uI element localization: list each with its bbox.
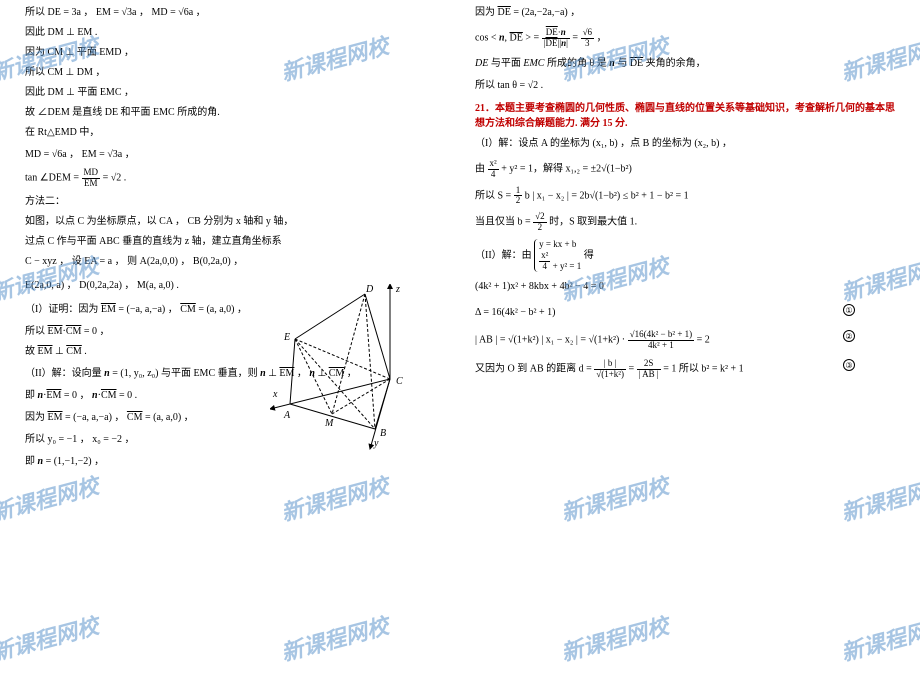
denominator: | AB | — [637, 370, 661, 380]
text-line: 所以 tan θ = √2 . — [475, 77, 895, 95]
eq-prefix: 当且仅当 b = — [475, 217, 533, 228]
eq-mid: = — [572, 33, 580, 44]
point-m-label: M — [324, 418, 334, 429]
equation-line: 当且仅当 b = √2 2 时，S 取到最大值 1. — [475, 212, 895, 233]
text-line: 故 ∠DEM 是直线 DE 和平面 EMC 所成的角. — [25, 104, 445, 122]
fraction: x² 4 — [539, 251, 550, 272]
text-line: 因此 DM ⊥ EM . — [25, 24, 445, 42]
fraction: | b | √(1+k²) — [594, 359, 626, 380]
text-line: MD = √6a ， EM = √3a ， — [25, 146, 445, 164]
fraction: x² 4 — [488, 159, 499, 180]
denominator: 2 — [514, 196, 523, 206]
equation-tag: ① — [843, 304, 855, 316]
text-line: （I）解：设点 A 的坐标为 (x₁, b) ，点 B 的坐标为 (x₂, b)… — [475, 135, 895, 153]
denominator: 4k² + 1 — [628, 341, 694, 351]
eq-suffix: 得 — [584, 250, 594, 261]
text-line: 所以 DE = 3a ， EM = √3a ， MD = √6a ， — [25, 4, 445, 22]
equation-line: cos < n, DE > = DE·n |DE||n| = √6 3 ， — [475, 28, 895, 49]
denominator: |DE||n| — [542, 39, 570, 49]
denominator: 2 — [533, 223, 546, 233]
eq-prefix: 所以 S = — [475, 190, 514, 201]
eq-suffix: = √2 . — [103, 173, 127, 184]
sys-eq-2-post: + y² = 1 — [550, 261, 581, 271]
equation-line: Δ = 16(4k² − b² + 1) ① — [475, 304, 895, 322]
eq-prefix: （II）解：由 — [475, 250, 534, 261]
eq-suffix: ， — [597, 33, 607, 44]
text-line: (4k² + 1)x² + 8kbx + 4b² − 4 = 0 — [475, 278, 895, 296]
denominator: 4 — [488, 170, 499, 180]
axis-z-label: z — [395, 284, 400, 295]
denominator: 3 — [581, 39, 594, 49]
fraction: MD EM — [82, 168, 101, 189]
axis-y-label: y — [373, 438, 379, 449]
right-column: 因为 DE = (2a,−2a,−a) ， cos < n, DE > = DE… — [460, 4, 910, 646]
text-line: 在 Rt△EMD 中， — [25, 124, 445, 142]
eq-prefix: | AB | = √(1+k²) | x₁ − x₂ | = √(1+k²) · — [475, 335, 628, 346]
denominator: √(1+k²) — [594, 370, 626, 380]
text-line: DE 与平面 EMC 所成的角 θ 是 n 与 DE 夹角的余角， — [475, 55, 895, 73]
fraction: √16(4k² − b² + 1) 4k² + 1 — [628, 330, 694, 351]
eq-prefix: 由 — [475, 163, 488, 174]
text-line: 因此 DM ⊥ 平面 EMC ， — [25, 84, 445, 102]
equation-line: 又因为 O 到 AB 的距离 d = | b | √(1+k²) = 2S | … — [475, 359, 895, 380]
text-line: 方法二： — [25, 193, 445, 211]
text-line: 因为 DE = (2a,−2a,−a) ， — [475, 4, 895, 22]
equation-line: | AB | = √(1+k²) | x₁ − x₂ | = √(1+k²) ·… — [475, 330, 895, 351]
point-a-label: A — [283, 410, 291, 421]
equation-tag: ③ — [843, 359, 855, 371]
equation-line: tan ∠DEM = MD EM = √2 . — [25, 168, 445, 189]
eq-suffix: = 1 所以 b² = k² + 1 — [663, 364, 743, 375]
fraction: √2 2 — [533, 212, 546, 233]
text-line: 因为 CM ⊥ 平面 EMD ， — [25, 44, 445, 62]
equation-system: y = kx + b x² 4 + y² = 1 — [534, 239, 581, 272]
point-d-label: D — [365, 284, 374, 295]
eq-mid: = — [628, 364, 636, 375]
problem-heading: 21．本题主要考查椭圆的几何性质、椭圆与直线的位置关系等基础知识，考查解析几何的… — [475, 101, 895, 131]
eq-prefix: tan ∠DEM = — [25, 173, 82, 184]
left-column: 所以 DE = 3a ， EM = √3a ， MD = √6a ， 因此 DM… — [10, 4, 460, 646]
text-line: C − xyz ， 设 EA = a ， 则 A(2a,0,0) ， B(0,2… — [25, 253, 445, 271]
fraction: DE·n |DE||n| — [542, 28, 570, 49]
equation-line: 所以 S = 1 2 b | x₁ − x₂ | = 2b√(1−b²) ≤ b… — [475, 186, 895, 207]
eq-prefix: 又因为 O 到 AB 的距离 d = — [475, 364, 594, 375]
eq-suffix: 时，S 取到最大值 1. — [549, 217, 637, 228]
fraction: 1 2 — [514, 186, 523, 207]
equation-line: 由 x² 4 + y² = 1，解得 x₁,₂ = ±2√(1−b²) — [475, 159, 895, 180]
eq-suffix: b | x₁ − x₂ | = 2b√(1−b²) ≤ b² + 1 − b² … — [525, 190, 689, 201]
point-c-label: C — [396, 376, 403, 387]
sys-eq-1: y = kx + b — [539, 239, 576, 249]
equation-line: （II）解：由 y = kx + b x² 4 + y² = 1 得 — [475, 239, 895, 272]
text-line: 过点 C 作与平面 ABC 垂直的直线为 z 轴，建立直角坐标系 — [25, 233, 445, 251]
fraction: √6 3 — [581, 28, 594, 49]
coordinate-diagram: x y z A B C D E M — [270, 284, 460, 454]
text-line: 所以 CM ⊥ DM ， — [25, 64, 445, 82]
fraction: 2S | AB | — [637, 359, 661, 380]
denominator: EM — [82, 179, 101, 189]
text-line: 如图，以点 C 为坐标原点，以 CA ， CB 分别为 x 轴和 y 轴， — [25, 213, 445, 231]
point-b-label: B — [380, 428, 386, 439]
axis-x-label: x — [272, 389, 278, 400]
eq-suffix: = 2 — [697, 335, 710, 346]
equation-tag: ② — [843, 330, 855, 342]
eq-text: Δ = 16(4k² − b² + 1) — [475, 307, 555, 318]
text-line: 即 n = (1,−1,−2) ， — [25, 453, 445, 471]
point-e-label: E — [283, 332, 290, 343]
eq-suffix: + y² = 1，解得 x₁,₂ = ±2√(1−b²) — [501, 163, 632, 174]
denominator: 4 — [539, 262, 550, 272]
page-columns: 所以 DE = 3a ， EM = √3a ， MD = √6a ， 因此 DM… — [0, 0, 920, 650]
